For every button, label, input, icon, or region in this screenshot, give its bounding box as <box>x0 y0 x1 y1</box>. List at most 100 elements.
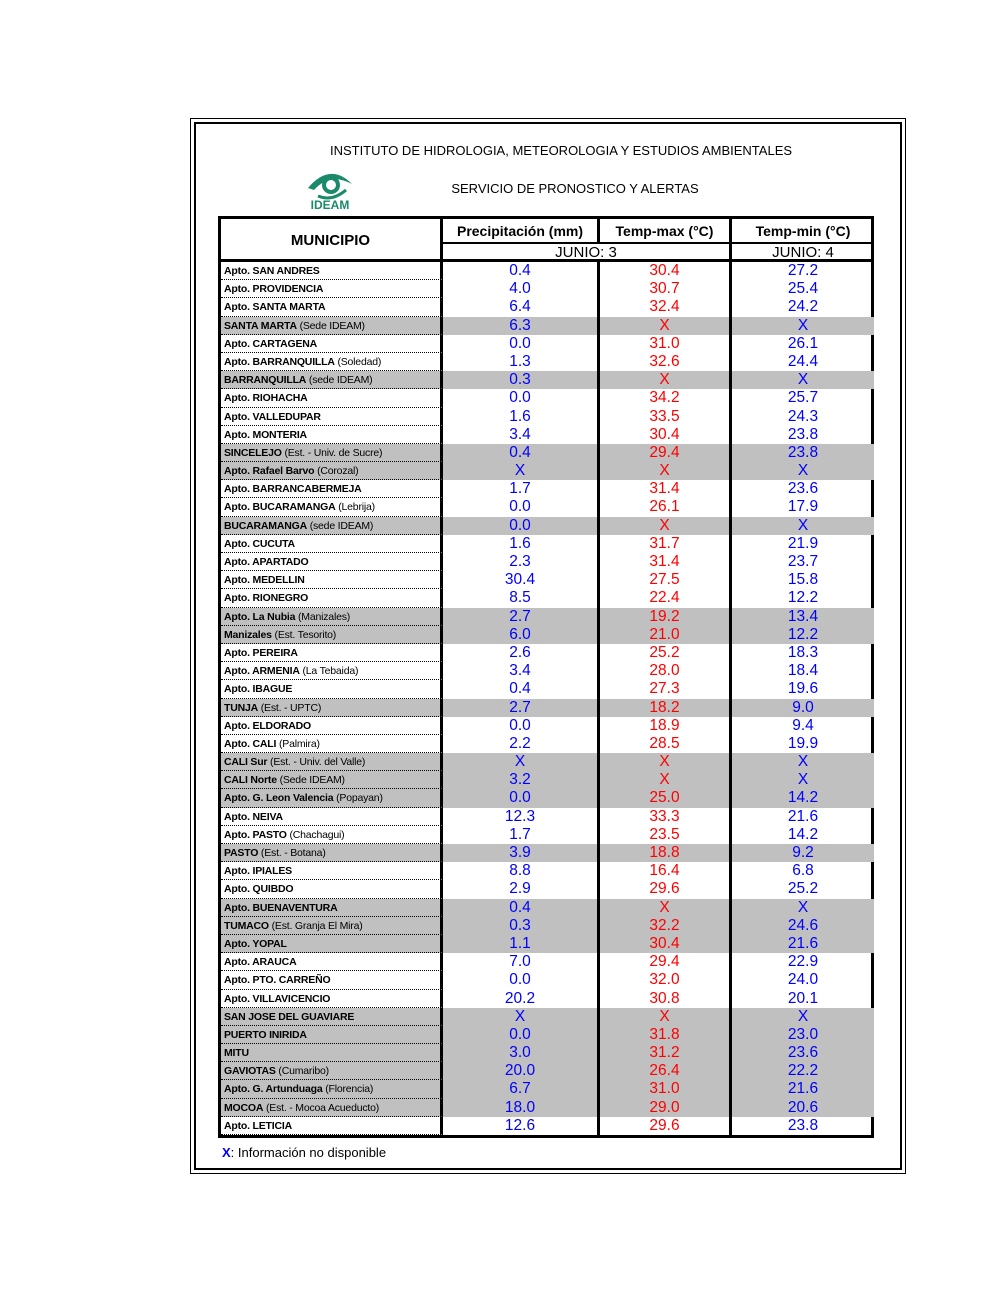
value-cell: 18.8 <box>600 844 732 863</box>
value-cell: 2.7 <box>443 698 600 717</box>
station-detail: (La Tebaida) <box>302 665 359 678</box>
value-cell: 23.6 <box>787 480 819 498</box>
station-name: Apto. SANTA MARTA <box>221 298 443 317</box>
value-cell: 0.4 <box>443 898 600 917</box>
value-cell: X <box>732 753 874 772</box>
value-cell: 14.2 <box>787 825 819 843</box>
value-cell: 21.6 <box>787 807 819 825</box>
value-cell: X <box>600 753 732 772</box>
value-cell: X <box>443 462 600 481</box>
station-main: BUCARAMANGA <box>224 519 307 532</box>
station-detail: (Est. - Botana) <box>260 847 326 859</box>
station-name: Apto. IPIALES <box>221 862 443 881</box>
value-cell: 2.9 <box>443 880 600 899</box>
station-detail: (Cumaribo) <box>278 1065 329 1078</box>
station-name: Apto. BARRANCABERMEJA <box>221 480 443 499</box>
value-cell: 23.0 <box>732 1025 874 1045</box>
station-detail: (sede IDEAM) <box>308 374 373 387</box>
value-cell: X <box>732 898 874 917</box>
station-main: Apto. ARMENIA <box>224 665 300 678</box>
value-cell: 2.2 <box>443 734 600 754</box>
station-name: MOCOA (Est. - Mocoa Acueducto) <box>221 1098 443 1117</box>
footnote-symbol: X <box>222 1145 231 1160</box>
station-main: Apto. Rafael Barvo <box>224 465 315 478</box>
station-name: Apto. BUENAVENTURA <box>221 898 443 917</box>
station-name: Apto. VILLAVICENCIO <box>221 989 443 1008</box>
value-cell: 31.4 <box>600 480 732 499</box>
station-name: Apto. YOPAL <box>221 934 443 954</box>
station-detail: (Sede IDEAM) <box>279 774 345 787</box>
value-cell: 22.4 <box>600 589 732 608</box>
station-detail: (Soledad) <box>337 355 382 368</box>
station-main: Apto. SANTA MARTA <box>224 301 326 314</box>
station-name: Apto. CARTAGENA <box>221 334 443 353</box>
value-cell: 31.4 <box>600 553 732 572</box>
station-main: Apto. VILLAVICENCIO <box>224 992 331 1005</box>
station-name: CALI Norte (Sede IDEAM) <box>221 771 443 790</box>
value-cell: 32.2 <box>600 916 732 935</box>
value-cell: 33.3 <box>600 807 732 826</box>
value-cell: 12.3 <box>443 807 600 826</box>
station-main: MITU <box>224 1047 249 1060</box>
station-main: Apto. IBAGUE <box>224 683 293 696</box>
value-cell: 19.9 <box>787 734 819 752</box>
station-main: Apto. G. Leon Valencia <box>224 792 334 805</box>
station-name: Apto. RIOHACHA <box>221 389 443 408</box>
value-cell: 0.0 <box>443 389 600 408</box>
station-name: Apto. PEREIRA <box>221 643 443 663</box>
station-detail: (Lebrija) <box>338 501 375 514</box>
value-cell: 0.4 <box>443 680 600 699</box>
value-cell: 25.7 <box>787 389 819 407</box>
value-cell: X <box>600 316 732 335</box>
station-name: PASTO (Est. - Botana) <box>221 844 443 863</box>
value-cell: 20.1 <box>787 989 819 1007</box>
value-cell: 22.9 <box>787 953 819 971</box>
value-cell: 29.6 <box>600 1116 732 1135</box>
value-cell: 6.7 <box>443 1080 600 1099</box>
value-cell: 2.3 <box>443 553 600 572</box>
station-main: Apto. La Nubia <box>224 610 296 623</box>
value-cell: 31.2 <box>600 1044 732 1063</box>
logo-swirl <box>317 188 347 200</box>
value-cell: 31.0 <box>600 1080 732 1099</box>
station-detail: (Est. - Mocoa Acueducto) <box>265 1101 380 1114</box>
station-main: TUMACO <box>224 919 269 932</box>
value-cell: 3.4 <box>443 425 600 444</box>
value-cell: 12.2 <box>787 589 819 607</box>
value-cell: X <box>600 462 732 481</box>
value-cell: 18.0 <box>443 1098 600 1117</box>
station-main: TUNJA <box>224 701 259 714</box>
value-cell: 28.0 <box>600 662 732 681</box>
value-cell: X <box>732 1007 874 1026</box>
value-cell: 0.4 <box>443 443 600 463</box>
station-name: Apto. VALLEDUPAR <box>221 407 443 426</box>
station-detail: (Manizales) <box>298 610 351 623</box>
value-cell: 25.0 <box>600 789 732 808</box>
value-cell: 1.1 <box>443 934 600 954</box>
station-main: Apto. YOPAL <box>224 937 287 950</box>
column-header: Precipitación (mm) <box>443 219 600 244</box>
value-cell: 18.3 <box>787 643 819 661</box>
station-name: Apto. CUCUTA <box>221 534 443 553</box>
value-cell: 26.1 <box>787 334 819 352</box>
value-cell: X <box>600 898 732 917</box>
station-main: Apto. RIONEGRO <box>224 592 309 605</box>
date-header: JUNIO: 4 <box>732 244 874 262</box>
value-cell: 30.7 <box>600 280 732 299</box>
value-cell: X <box>443 1007 600 1026</box>
column-header: MUNICIPIO <box>221 219 443 262</box>
value-cell: 8.5 <box>443 589 600 608</box>
value-cell: 29.4 <box>600 443 732 463</box>
station-name: SINCELEJO (Est. - Univ. de Sucre) <box>221 443 443 463</box>
station-name: Apto. IBAGUE <box>221 680 443 699</box>
station-main: Apto. RIOHACHA <box>224 392 308 405</box>
value-cell: 24.3 <box>787 407 819 425</box>
value-cell: 2.6 <box>443 643 600 663</box>
value-cell: 20.0 <box>443 1062 600 1081</box>
logo-eye <box>322 176 340 194</box>
value-cell: 23.7 <box>787 553 819 570</box>
value-cell: 9.2 <box>732 844 874 863</box>
value-cell: 30.4 <box>600 425 732 444</box>
value-cell: 31.7 <box>600 534 732 553</box>
station-main: Apto. MONTERIA <box>224 428 307 441</box>
